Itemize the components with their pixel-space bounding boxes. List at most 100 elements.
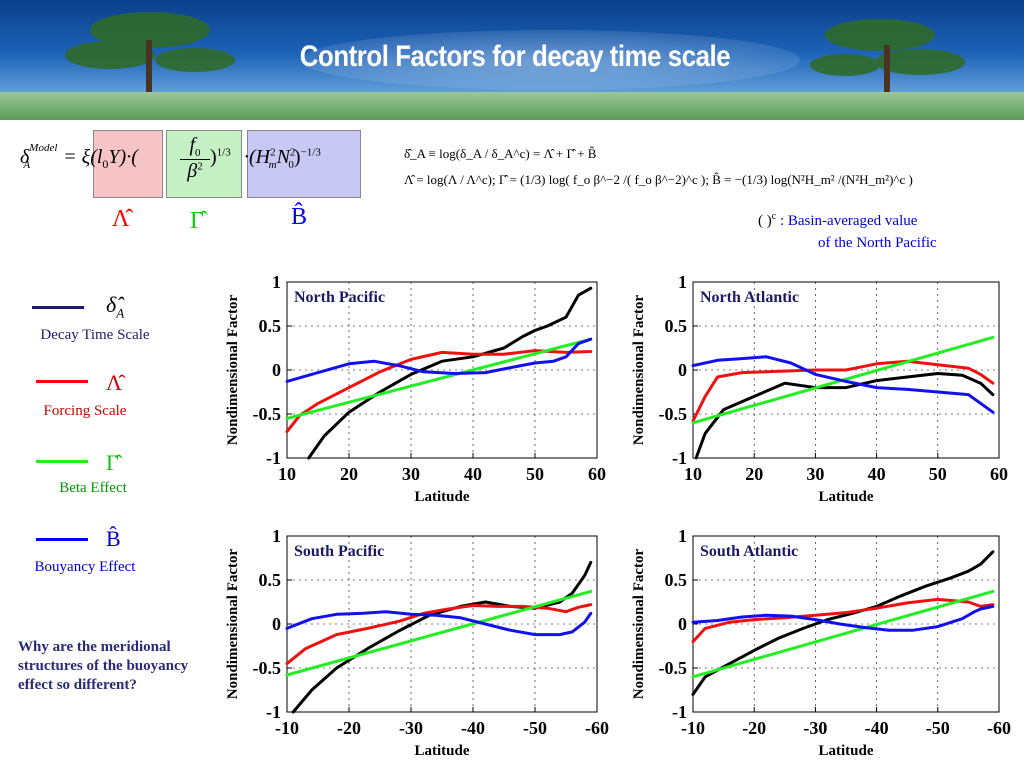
definition-line-2: Λ̂ = log(Λ / Λ^c); Γ̂ = (1/3) log( f_o β… — [404, 172, 913, 187]
b-symbol: B̂ — [291, 204, 308, 230]
panel-title: South Atlantic — [700, 543, 798, 560]
x-axis-label: Latitude — [818, 743, 873, 759]
question-text: Why are the meridional structures of the… — [18, 639, 189, 693]
y-tick-label: -1 — [672, 448, 687, 468]
x-tick-label: -20 — [337, 718, 361, 738]
legend-line-beta — [36, 460, 88, 463]
legend-line-buoyancy — [36, 538, 88, 541]
legend-line-decay — [32, 306, 84, 309]
tree-canopy — [825, 19, 935, 51]
tree-canopy — [810, 54, 880, 76]
x-axis-label: Latitude — [818, 489, 873, 505]
series-line — [691, 359, 995, 423]
panel-title: North Atlantic — [700, 289, 799, 306]
x-tick-label: -30 — [803, 718, 827, 738]
slide-title: Control Factors for decay time scale — [299, 40, 731, 73]
y-tick-label: 0 — [678, 614, 687, 634]
series-line — [691, 355, 995, 414]
plot-frame — [692, 535, 1000, 713]
series-line — [285, 349, 593, 434]
x-tick-label: 40 — [868, 464, 886, 484]
y-tick-label: 0.5 — [259, 316, 282, 336]
y-tick-label: -1 — [266, 702, 281, 722]
series-line — [307, 286, 593, 460]
y-tick-label: 1 — [678, 526, 687, 546]
series-line — [285, 589, 593, 677]
x-tick-label: 20 — [340, 464, 358, 484]
x-tick-label: 30 — [806, 464, 824, 484]
legend-label-forcing: Forcing Scale — [43, 403, 127, 419]
y-tick-label: 0.5 — [665, 570, 688, 590]
x-tick-label: 60 — [588, 464, 606, 484]
x-tick-label: -10 — [681, 718, 705, 738]
y-axis-label: Nondimensional Factor — [225, 548, 241, 699]
y-tick-label: 0.5 — [259, 570, 282, 590]
x-tick-label: -30 — [399, 718, 423, 738]
y-tick-label: 0.5 — [665, 316, 688, 336]
x-tick-label: -40 — [865, 718, 889, 738]
tree-canopy — [65, 41, 155, 69]
tree-trunk — [884, 45, 890, 100]
series-line — [285, 610, 593, 637]
y-axis-label: Nondimensional Factor — [631, 548, 647, 699]
y-tick-label: 0 — [272, 360, 281, 380]
legend-line-forcing — [36, 380, 88, 383]
y-tick-label: 0 — [678, 360, 687, 380]
y-tick-label: -0.5 — [659, 658, 688, 678]
x-tick-label: 40 — [464, 464, 482, 484]
lambda-box — [93, 130, 163, 198]
y-tick-label: 1 — [678, 272, 687, 292]
series-line — [291, 560, 593, 714]
x-axis-label: Latitude — [414, 743, 469, 759]
plot-frame — [286, 281, 598, 459]
y-tick-label: -1 — [266, 448, 281, 468]
x-tick-label: 10 — [278, 464, 296, 484]
x-tick-label: -40 — [461, 718, 485, 738]
model-formula: δModelA = ξ(l0Y)·( — [20, 142, 138, 171]
tree-canopy — [155, 48, 235, 72]
definition-line-1: δ̂_A ≡ log(δ_A / δ_A^c) = Λ̂ + Γ̂ + B̂ — [404, 146, 597, 161]
x-tick-label: 50 — [526, 464, 544, 484]
header-scenery — [65, 12, 965, 100]
x-tick-label: -50 — [926, 718, 950, 738]
legend-symbol-buoyancy: B̂ — [106, 526, 121, 551]
y-tick-label: -1 — [672, 702, 687, 722]
tree-trunk — [146, 40, 152, 100]
legend-label-buoyancy: Bouyancy Effect — [34, 559, 136, 575]
series-line — [691, 604, 995, 632]
series-line — [691, 597, 995, 644]
y-tick-label: 0 — [272, 614, 281, 634]
frac-gamma: f0 β2 — [180, 134, 210, 183]
buoyancy-term: ·(H2mN20)−1/3 — [244, 146, 321, 171]
y-tick-label: -0.5 — [253, 404, 282, 424]
gamma-box — [166, 130, 242, 198]
y-tick-label: 1 — [272, 526, 281, 546]
legend-symbol-beta: Γ̂ — [106, 450, 119, 475]
series-line — [285, 337, 593, 383]
panel-title: South Pacific — [294, 543, 384, 560]
x-tick-label: 20 — [745, 464, 763, 484]
series-line — [691, 335, 995, 425]
slide-header: Control Factors for decay time scale — [0, 0, 1024, 120]
series-line — [285, 603, 593, 666]
y-tick-label: -0.5 — [659, 404, 688, 424]
frac-exp: )1/3 — [210, 146, 231, 168]
y-axis-label: Nondimensional Factor — [225, 294, 241, 445]
x-tick-label: -60 — [987, 718, 1011, 738]
header-ground — [0, 92, 1024, 120]
basin-note: ( )c : Basin-averaged value of the North… — [758, 211, 937, 251]
tree-canopy — [90, 12, 210, 48]
x-tick-label: 50 — [929, 464, 947, 484]
y-tick-label: 1 — [272, 272, 281, 292]
y-axis-label: Nondimensional Factor — [631, 294, 647, 445]
series-line — [691, 550, 995, 696]
x-tick-label: -50 — [523, 718, 547, 738]
legend-label-decay: Decay Time Scale — [40, 327, 150, 343]
panel-title: North Pacific — [294, 289, 385, 306]
x-tick-label: 60 — [990, 464, 1008, 484]
x-axis-label: Latitude — [414, 489, 469, 505]
tree-canopy — [875, 49, 965, 75]
gamma-symbol: Γ̂ — [190, 208, 204, 234]
x-tick-label: -60 — [585, 718, 609, 738]
series-line — [694, 372, 995, 460]
